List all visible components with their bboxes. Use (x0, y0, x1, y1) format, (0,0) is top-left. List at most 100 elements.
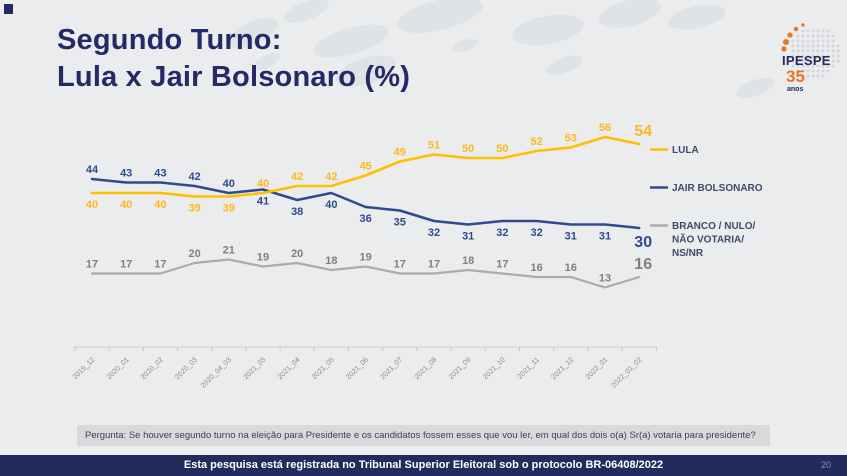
series-line (90, 135, 641, 198)
page-number: 20 (820, 460, 831, 470)
deco-ellipse (543, 51, 585, 80)
x-tick-label: 2020_01 (104, 355, 130, 381)
legend-label: NS/NR (672, 248, 704, 259)
deco-ellipse (733, 73, 777, 103)
x-tick-label: 2020_04_03 (199, 355, 234, 390)
data-label: 17 (154, 259, 166, 271)
data-label: 20 (291, 248, 303, 260)
data-label: 16 (530, 262, 542, 274)
x-tick-label: 2021_07 (378, 355, 404, 381)
x-tick-label: 2022_01_02 (609, 355, 644, 390)
data-label: 32 (496, 227, 508, 239)
x-tick-label: 2021_11 (515, 355, 541, 381)
data-label: 32 (530, 227, 542, 239)
data-label: 40 (86, 199, 98, 211)
title-line-1: Segundo Turno: (57, 24, 282, 56)
deco-ellipse (450, 36, 480, 55)
data-label: 42 (325, 171, 337, 183)
data-label: 35 (394, 217, 406, 229)
data-label: 40 (257, 178, 269, 190)
footer-bar: Esta pesquisa está registrada no Tribuna… (0, 455, 847, 476)
series-line (90, 177, 641, 230)
data-label: 19 (257, 252, 269, 264)
data-label: 16 (565, 262, 577, 274)
data-label: 31 (565, 231, 577, 243)
data-label: 51 (428, 140, 440, 152)
chart-area: 2019_12 2020_01 2020_02 2020_03 2020_04_03 20… (50, 105, 820, 410)
logo-brand-text: IPESPE (782, 53, 831, 68)
data-label: 13 (599, 273, 611, 285)
legend-label: JAIR BOLSONARO (672, 183, 763, 194)
data-label: 40 (223, 178, 235, 190)
ipespe-logo-graphic: IPESPE 35 anos (781, 23, 840, 93)
question-text: Pergunta: Se houver segundo turno na ele… (85, 430, 756, 441)
x-tick-label: 2021_04 (275, 355, 301, 381)
x-tick-label: 2021_10 (481, 355, 507, 381)
data-label: 42 (188, 171, 200, 183)
data-label: 44 (86, 164, 99, 176)
data-label: 43 (154, 168, 166, 180)
legend-label: NÃO VOTARIA/ (672, 233, 744, 246)
data-label: 49 (394, 147, 406, 159)
poll-line-chart: 2019_12 2020_01 2020_02 2020_03 2020_04_03 20… (70, 122, 763, 390)
data-label: 36 (359, 213, 371, 225)
data-label: 52 (530, 136, 542, 148)
question-box: Pergunta: Se houver segundo turno na ele… (77, 425, 770, 446)
data-label: 43 (120, 168, 132, 180)
data-label: 31 (462, 231, 474, 243)
data-label: 41 (257, 196, 269, 208)
x-tick-label: 2021_03 (241, 355, 267, 381)
x-tick-label: 2022_01 (583, 355, 609, 381)
x-tick-label: 2021_12 (549, 355, 575, 381)
x-tick-label: 2021_05 (310, 355, 336, 381)
data-label: 30 (634, 234, 652, 251)
deco-ellipse (510, 9, 586, 51)
deco-ellipse (666, 0, 728, 34)
data-label: 50 (462, 143, 474, 155)
data-label: 17 (428, 259, 440, 271)
data-label: 40 (325, 199, 337, 211)
data-label: 50 (496, 143, 508, 155)
data-label: 45 (359, 161, 371, 173)
ipespe-logo: IPESPE 35 anos (772, 12, 844, 112)
data-label: 17 (86, 259, 98, 271)
data-label: 39 (188, 203, 200, 215)
logo-years-text: 35 (786, 67, 805, 86)
footer-text: Esta pesquisa está registrada no Tribuna… (183, 459, 664, 471)
legend-label: BRANCO / NULO/ (672, 221, 756, 232)
data-label: 40 (154, 199, 166, 211)
data-label: 53 (565, 133, 577, 145)
legend-label: LULA (672, 145, 699, 156)
data-label: 31 (599, 231, 611, 243)
data-label: 38 (291, 206, 303, 218)
slide-corner-mark (4, 4, 13, 14)
title-line-2: Lula x Jair Bolsonaro (%) (57, 61, 411, 93)
deco-ellipse (595, 0, 665, 34)
x-tick-label: 2021_09 (446, 355, 472, 381)
data-label: 39 (223, 203, 235, 215)
data-label: 20 (188, 248, 200, 260)
page-title: Segundo Turno: Lula x Jair Bolsonaro (%) (57, 22, 410, 96)
data-label: 42 (291, 171, 303, 183)
logo-globe-dots-icon (791, 29, 840, 78)
data-label: 40 (120, 199, 132, 211)
x-tick-label: 2020_02 (139, 355, 165, 381)
data-label: 17 (394, 259, 406, 271)
data-label: 16 (634, 256, 652, 273)
data-label: 21 (223, 245, 235, 257)
data-label: 17 (120, 259, 132, 271)
x-tick-label: 2021_06 (344, 355, 370, 381)
x-tick-label: 2021_08 (412, 355, 438, 381)
data-label: 19 (359, 252, 371, 264)
series-line (90, 258, 641, 289)
data-label: 54 (634, 123, 652, 140)
data-label: 18 (462, 255, 474, 267)
data-label: 32 (428, 227, 440, 239)
logo-anos-text: anos (787, 86, 803, 93)
data-label: 18 (325, 255, 337, 267)
data-label: 56 (599, 122, 611, 134)
data-label: 17 (496, 259, 508, 271)
x-tick-label: 2019_12 (70, 355, 96, 381)
x-tick-label: 2020_03 (173, 355, 199, 381)
